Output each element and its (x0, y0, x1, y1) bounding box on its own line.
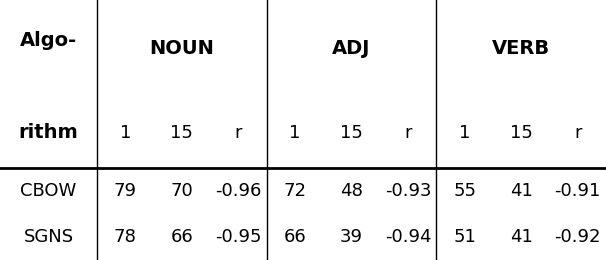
Text: 70: 70 (170, 182, 193, 200)
Text: 15: 15 (510, 124, 533, 142)
Text: r: r (404, 124, 412, 142)
Text: 41: 41 (510, 182, 533, 200)
Text: 48: 48 (340, 182, 363, 200)
Text: -0.96: -0.96 (215, 182, 262, 200)
Text: 72: 72 (284, 182, 307, 200)
Text: 15: 15 (170, 124, 193, 142)
Text: CBOW: CBOW (21, 182, 76, 200)
Text: r: r (574, 124, 582, 142)
Text: 39: 39 (340, 228, 363, 246)
Text: 1: 1 (119, 124, 131, 142)
Text: -0.93: -0.93 (385, 182, 431, 200)
Text: rithm: rithm (19, 123, 78, 142)
Text: Algo-: Algo- (20, 31, 77, 50)
Text: 55: 55 (453, 182, 476, 200)
Text: VERB: VERB (492, 39, 550, 58)
Text: 78: 78 (114, 228, 137, 246)
Text: -0.91: -0.91 (554, 182, 601, 200)
Text: r: r (235, 124, 242, 142)
Text: 79: 79 (114, 182, 137, 200)
Text: 1: 1 (459, 124, 470, 142)
Text: ADJ: ADJ (332, 39, 371, 58)
Text: 66: 66 (284, 228, 306, 246)
Text: -0.92: -0.92 (554, 228, 601, 246)
Text: SGNS: SGNS (24, 228, 73, 246)
Text: NOUN: NOUN (149, 39, 215, 58)
Text: -0.94: -0.94 (385, 228, 431, 246)
Text: 15: 15 (340, 124, 363, 142)
Text: 51: 51 (453, 228, 476, 246)
Text: 66: 66 (170, 228, 193, 246)
Text: 1: 1 (289, 124, 301, 142)
Text: -0.95: -0.95 (215, 228, 262, 246)
Text: 41: 41 (510, 228, 533, 246)
